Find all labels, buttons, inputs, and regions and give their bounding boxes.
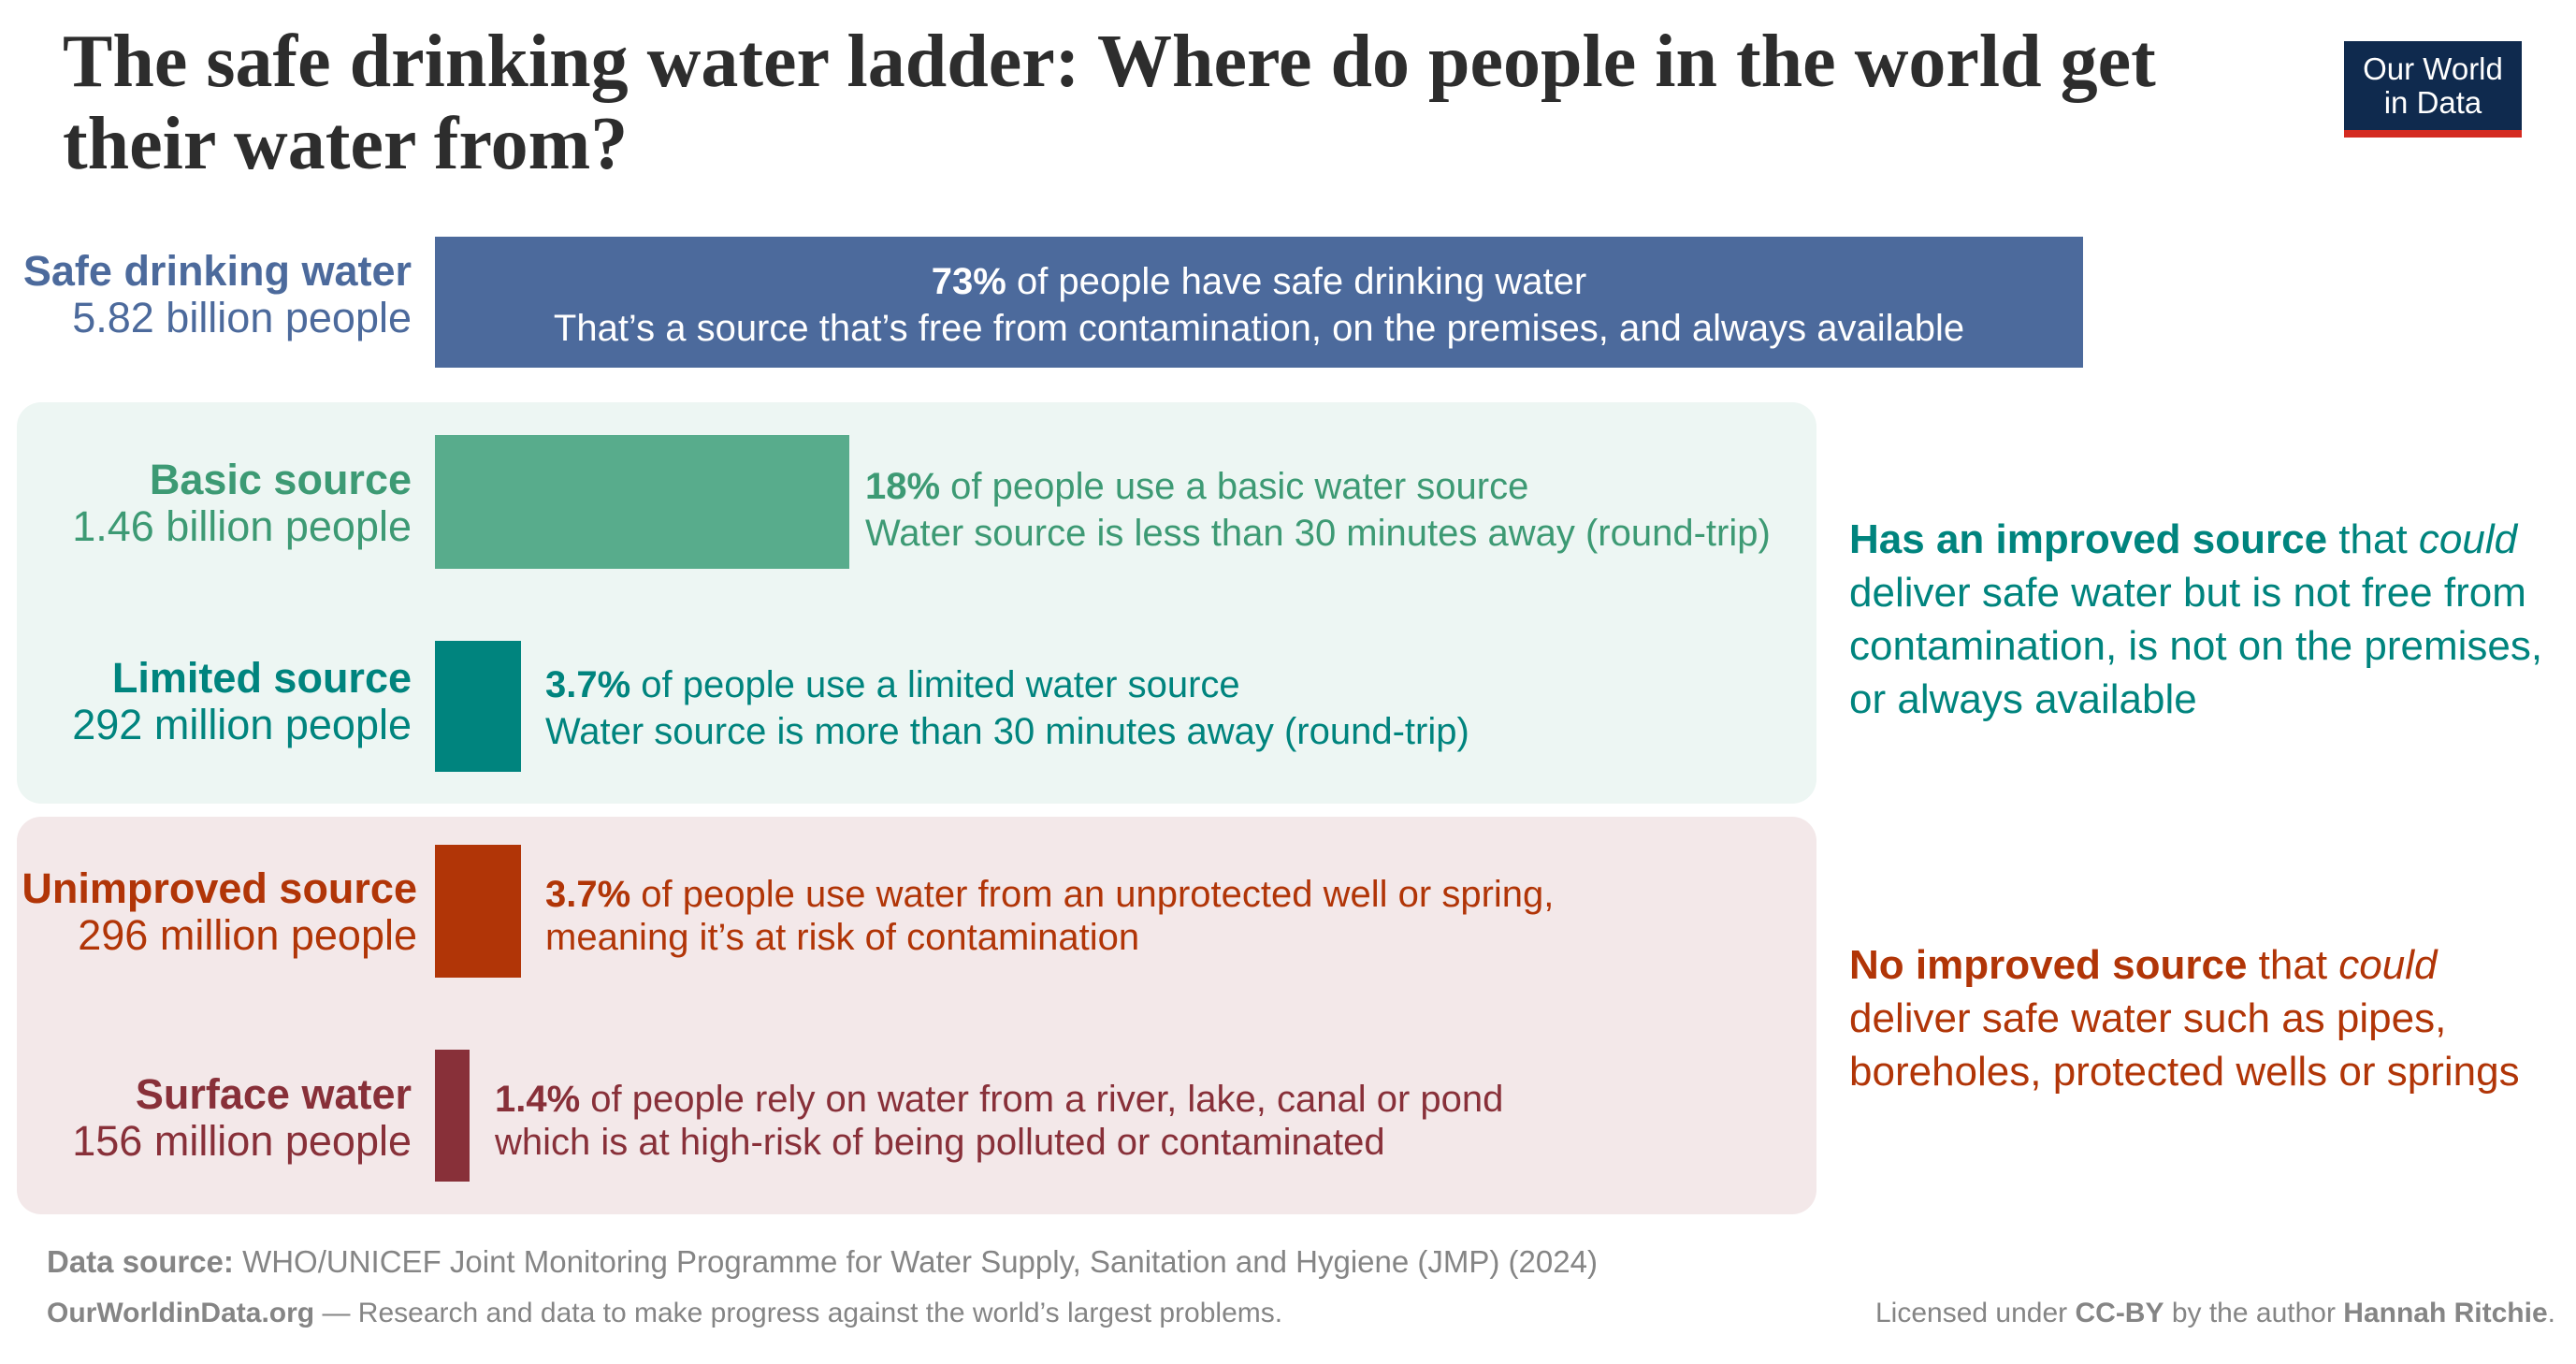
bar-surface [435, 1050, 470, 1182]
improved-note: Has an improved source that could delive… [1849, 513, 2560, 726]
unimproved-note: No improved source that could deliver sa… [1849, 938, 2560, 1098]
row-people: 156 million people [72, 1117, 412, 1165]
row-people: 1.46 billion people [72, 502, 412, 550]
line2: That’s a source that’s free from contami… [553, 308, 1965, 349]
note-em: could [2338, 942, 2438, 988]
text-basic: 18% of people use a basic water source Wa… [865, 463, 1771, 557]
note-mid: that [2247, 942, 2339, 988]
chart-title: The safe drinking water ladder: Where do… [63, 21, 2156, 185]
bar-unimproved [435, 845, 521, 978]
source-label: Data source: [47, 1244, 234, 1279]
label-surface: Surface water 156 million people [72, 1071, 412, 1165]
line1: of people use water from an unprotected … [630, 874, 1555, 915]
pct: 3.7% [545, 664, 631, 705]
note-em: could [2418, 516, 2518, 562]
note-rest: deliver safe water but is not free from … [1849, 516, 2554, 722]
row-people: 292 million people [72, 701, 412, 748]
note-bold: Has an improved source [1849, 516, 2328, 562]
license-end: . [2547, 1298, 2555, 1328]
row-name: Unimproved source [22, 864, 417, 912]
row-people: 296 million people [78, 911, 417, 959]
unimproved-panel [17, 817, 1816, 1214]
bar-basic [435, 435, 849, 569]
logo-line1: Our World [2363, 51, 2503, 86]
label-limited: Limited source 292 million people [72, 655, 412, 748]
line1: of people use a basic water source [940, 466, 1529, 507]
line1: of people rely on water from a river, la… [580, 1079, 1504, 1120]
tagline: — Research and data to make progress aga… [314, 1298, 1283, 1328]
bar-safe [435, 237, 2083, 368]
pct: 1.4% [495, 1079, 581, 1120]
site-link[interactable]: OurWorldinData.org [47, 1298, 315, 1328]
label-basic: Basic source 1.46 billion people [72, 457, 412, 550]
note-rest: deliver safe water such as pipes, boreho… [1849, 942, 2520, 1095]
line1: of people use a limited water source [630, 664, 1240, 705]
label-unimproved: Unimproved source 296 million people [22, 865, 417, 959]
text-surface: 1.4% of people rely on water from a rive… [495, 1078, 1503, 1164]
row-name: Basic source [149, 456, 412, 503]
pct: 3.7% [545, 874, 631, 915]
footer-site: OurWorldinData.org — Research and data t… [47, 1298, 1282, 1329]
text-limited: 3.7% of people use a limited water sourc… [545, 661, 1469, 755]
line2: Water source is more than 30 minutes awa… [545, 711, 1469, 752]
text-unimproved: 3.7% of people use water from an unprote… [545, 873, 1554, 959]
row-name: Surface water [135, 1070, 412, 1118]
pct: 18% [865, 466, 941, 507]
line1: of people have safe drinking water [1006, 261, 1587, 302]
logo-line2: in Data [2383, 85, 2482, 120]
row-name: Safe drinking water [22, 247, 412, 295]
bar-limited [435, 641, 521, 772]
row-name: Limited source [111, 654, 412, 702]
license-link[interactable]: CC-BY [2075, 1298, 2164, 1328]
license: Licensed under CC-BY by the author Hanna… [1875, 1298, 2555, 1329]
source-text: WHO/UNICEF Joint Monitoring Programme fo… [233, 1244, 1598, 1279]
line2: Water source is less than 30 minutes awa… [865, 513, 1771, 554]
pct: 73% [931, 261, 1006, 302]
label-safe: Safe drinking water 5.82 billion people [23, 248, 412, 341]
text-safe: 73% of people have safe drinking water Th… [435, 258, 2083, 352]
owid-logo[interactable]: Our World in Data [2344, 41, 2522, 138]
note-mid: that [2327, 516, 2419, 562]
improved-panel [17, 402, 1816, 804]
license-mid: by the author [2164, 1298, 2344, 1328]
data-source: Data source: WHO/UNICEF Joint Monitoring… [47, 1244, 1598, 1280]
license-pre: Licensed under [1874, 1298, 2076, 1328]
author: Hannah Ritchie [2343, 1298, 2548, 1328]
row-people: 5.82 billion people [72, 294, 412, 341]
line2: meaning it’s at risk of contamination [545, 917, 1140, 958]
line2: which is at high-risk of being polluted … [495, 1122, 1385, 1163]
note-bold: No improved source [1849, 942, 2248, 988]
